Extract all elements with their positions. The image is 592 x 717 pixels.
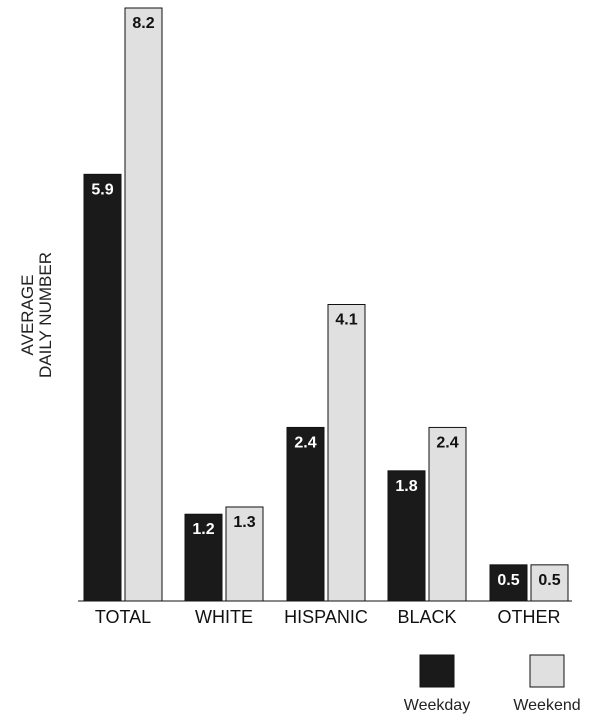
bar-weekday-other — [489, 564, 528, 602]
value-label-weekend-other: 0.5 — [538, 572, 560, 589]
bars-group: 5.9 8.2 1.2 1.3 2.4 4.1 1.8 2.4 0.5 0.5 — [83, 7, 569, 602]
bar-weekday-total — [83, 173, 122, 602]
category-label-black: BLACK — [397, 607, 456, 627]
legend-label-weekday: Weekday — [404, 697, 470, 714]
bar-weekend-total — [124, 7, 163, 602]
value-label-weekend-hispanic: 4.1 — [335, 312, 357, 329]
category-labels: TOTAL WHITE HISPANIC BLACK OTHER — [95, 607, 561, 627]
value-label-weekday-white: 1.2 — [192, 521, 214, 538]
category-label-other: OTHER — [498, 607, 561, 627]
y-axis-label-line-2: DAILY NUMBER — [36, 252, 55, 378]
category-label-hispanic: HISPANIC — [284, 607, 368, 627]
category-label-white: WHITE — [195, 607, 253, 627]
value-label-weekend-total: 8.2 — [132, 15, 154, 32]
value-label-weekday-black: 1.8 — [395, 478, 417, 495]
legend-label-weekend: Weekend — [513, 697, 580, 714]
bar-weekend-hispanic — [327, 304, 366, 602]
category-label-total: TOTAL — [95, 607, 151, 627]
value-label-weekend-black: 2.4 — [436, 434, 458, 451]
y-axis-label-line-1: AVERAGE — [18, 275, 37, 356]
bar-weekday-hispanic — [286, 426, 325, 602]
legend-swatch-weekday — [419, 654, 455, 688]
value-label-weekday-other: 0.5 — [497, 572, 519, 589]
value-label-weekday-hispanic: 2.4 — [294, 434, 316, 451]
bar-weekend-black — [428, 426, 467, 602]
bar-weekend-other — [530, 564, 569, 602]
bar-weekend-white — [225, 506, 264, 602]
legend-swatch-weekend — [529, 654, 565, 688]
bar-weekday-black — [387, 470, 426, 602]
value-label-weekend-white: 1.3 — [233, 514, 255, 531]
legend: Weekday Weekend — [404, 654, 581, 714]
bar-weekday-white — [184, 513, 223, 602]
value-label-weekday-total: 5.9 — [91, 181, 113, 198]
